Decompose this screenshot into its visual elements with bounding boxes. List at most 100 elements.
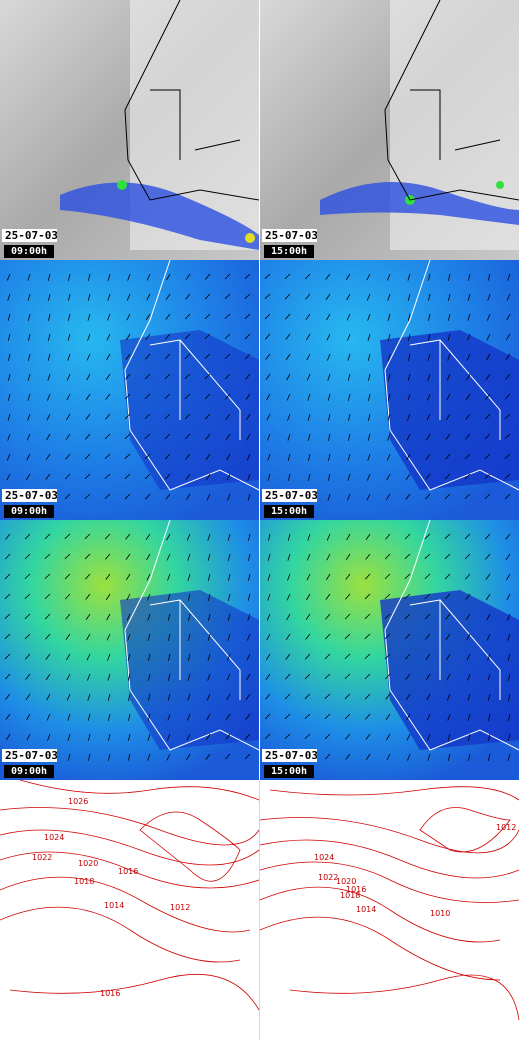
wind-arrow bbox=[246, 673, 251, 681]
wind-arrow bbox=[445, 613, 451, 620]
wind-arrow bbox=[326, 313, 331, 321]
wind-arrow bbox=[186, 753, 191, 761]
wind-arrow bbox=[346, 533, 351, 541]
wind-arrow bbox=[387, 393, 391, 401]
wind-arrow bbox=[347, 473, 351, 481]
wind-arrow bbox=[205, 453, 211, 460]
wind-arrow bbox=[347, 433, 351, 441]
wind-arrow bbox=[486, 333, 491, 341]
wind-arrow bbox=[485, 553, 491, 560]
wind-arrow bbox=[424, 573, 431, 580]
wind-arrow bbox=[107, 673, 111, 681]
wind-arrow bbox=[86, 633, 91, 641]
wind-arrow bbox=[5, 693, 11, 700]
date-label: 25-07-03 bbox=[2, 489, 57, 502]
wind-arrow bbox=[107, 713, 111, 721]
wind-arrow bbox=[384, 653, 391, 660]
wind-arrow bbox=[384, 573, 391, 580]
wind-arrow bbox=[304, 273, 311, 280]
wind-arrow bbox=[344, 693, 351, 700]
time-label: 09:00h bbox=[4, 245, 54, 258]
wind-arrow bbox=[405, 473, 411, 481]
wind-arrow bbox=[24, 533, 31, 540]
wind-arrow bbox=[166, 753, 171, 761]
wind-arrow bbox=[507, 733, 511, 741]
wind-arrow bbox=[4, 553, 11, 560]
wind-arrow bbox=[364, 573, 371, 580]
wind-arrow bbox=[45, 453, 51, 461]
wind-arrow bbox=[504, 473, 511, 480]
wind-arrow bbox=[206, 473, 211, 481]
wind-arrow bbox=[266, 633, 271, 641]
wind-arrow bbox=[187, 673, 191, 681]
wind-arrow bbox=[364, 593, 371, 600]
wind-arrow bbox=[226, 673, 231, 681]
wind-arrow bbox=[467, 293, 471, 301]
wind-arrow bbox=[27, 293, 31, 301]
wind-arrow bbox=[145, 333, 151, 340]
wind-arrow bbox=[364, 653, 371, 660]
wind-arrow bbox=[25, 673, 31, 680]
wind-arrow bbox=[444, 533, 451, 540]
wind-arrow bbox=[505, 373, 511, 380]
wind-arrow bbox=[266, 433, 271, 441]
wind-arrow bbox=[367, 453, 371, 461]
wind-arrow bbox=[126, 593, 131, 601]
wind-arrow bbox=[487, 273, 491, 281]
wind-arrow bbox=[67, 313, 71, 321]
wind-arrow bbox=[484, 433, 491, 440]
wind-arrow bbox=[127, 733, 131, 741]
wind-arrow bbox=[286, 593, 291, 601]
wind-arrow bbox=[164, 393, 171, 400]
wind-arrow bbox=[226, 473, 231, 481]
wind-arrow bbox=[287, 573, 291, 581]
wind-arrow bbox=[485, 573, 491, 580]
wind-arrow bbox=[207, 653, 211, 661]
wind-arrow bbox=[147, 653, 151, 661]
wind-arrow bbox=[125, 573, 131, 581]
wind-arrow bbox=[445, 633, 451, 640]
wind-arrow bbox=[6, 473, 11, 481]
wind-arrow bbox=[508, 693, 511, 701]
wind-arrow bbox=[124, 413, 131, 420]
wind-arrow bbox=[68, 293, 71, 301]
wind-arrow bbox=[364, 693, 371, 700]
wind-arrow bbox=[365, 733, 371, 740]
wind-arrow bbox=[307, 433, 311, 441]
wind-arrow bbox=[44, 593, 51, 600]
wind-arrow bbox=[65, 653, 71, 661]
wind-arrow bbox=[407, 273, 411, 281]
wind-arrow bbox=[47, 393, 51, 401]
wind-arrow bbox=[27, 273, 31, 281]
wind-arrow bbox=[485, 393, 491, 400]
wind-arrow bbox=[107, 653, 111, 661]
wind-arrow bbox=[467, 313, 471, 321]
wind-arrow bbox=[385, 493, 391, 501]
wind-arrow bbox=[224, 313, 231, 320]
wind-arrow bbox=[405, 693, 411, 701]
wind-arrow bbox=[65, 453, 71, 460]
wind-arrow bbox=[306, 573, 311, 581]
wind-arrow bbox=[224, 373, 231, 380]
wind-arrow bbox=[66, 413, 71, 421]
wind-arrow bbox=[204, 313, 211, 320]
wind-arrow bbox=[8, 353, 11, 361]
wind-arrow bbox=[4, 613, 11, 620]
wind-arrow bbox=[204, 373, 211, 380]
wind-arrow bbox=[427, 753, 431, 761]
wind-arrow bbox=[167, 573, 171, 581]
wind-arrow bbox=[226, 453, 231, 461]
wind-arrow bbox=[225, 713, 231, 721]
wind-arrow bbox=[47, 333, 51, 341]
wind-arrow bbox=[8, 373, 11, 381]
date-label: 25-07-03 bbox=[262, 749, 317, 762]
isobar-label: 1020 bbox=[336, 877, 356, 886]
wind-arrow bbox=[24, 573, 31, 580]
wind-arrow bbox=[146, 593, 151, 601]
wind-arrow bbox=[325, 273, 331, 280]
wind-arrow bbox=[426, 393, 431, 401]
wind-arrow bbox=[425, 673, 431, 681]
wind-arrow bbox=[164, 373, 171, 380]
wind-arrow bbox=[105, 573, 111, 580]
wind-arrow bbox=[107, 753, 111, 761]
